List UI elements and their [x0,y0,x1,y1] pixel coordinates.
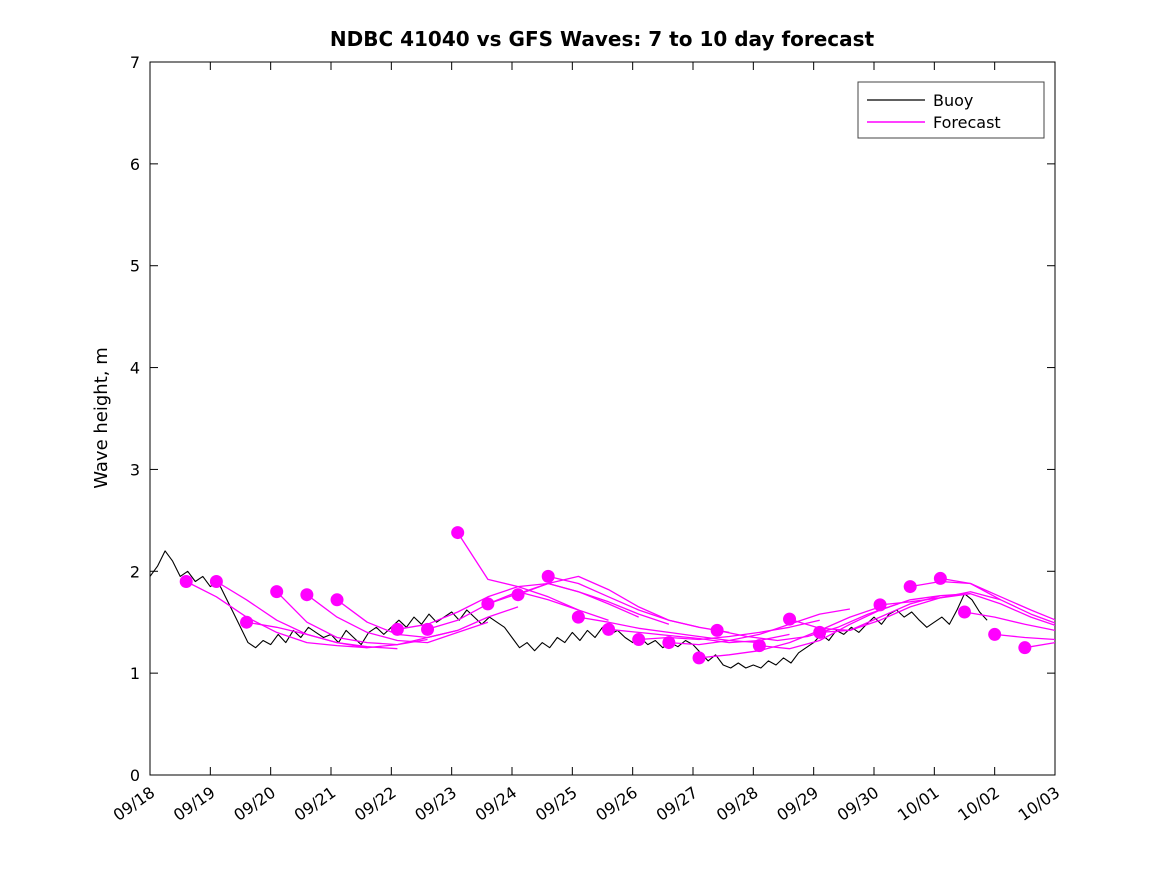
x-tick-label: 09/26 [592,783,641,825]
x-tick-label: 09/27 [653,783,702,825]
forecast-run-line [668,608,851,646]
x-tick-label: 09/30 [834,783,883,825]
forecast-start-marker [270,585,284,599]
forecast-start-marker [988,627,1002,641]
forecast-start-marker [903,580,917,594]
forecast-start-marker [240,615,254,629]
forecast-run-line [940,577,1056,624]
forecast-start-marker [541,569,555,583]
x-tick-label: 09/22 [351,783,400,825]
forecast-run-line [994,633,1056,641]
chart-title: NDBC 41040 vs GFS Waves: 7 to 10 day for… [330,27,875,51]
forecast-start-marker [958,605,971,619]
forecast-start-marker [209,574,223,588]
y-axis-label: Wave height, m [91,347,112,488]
y-tick-label: 6 [130,155,140,174]
axis-box [149,61,1056,776]
forecast-start-marker [179,574,193,588]
forecast-start-marker [873,598,887,612]
forecast-start-marker [421,622,435,636]
forecast-run-line [306,594,489,644]
y-tick-label: 0 [130,766,140,785]
forecast-run-line [185,580,368,649]
x-tick-label: 09/18 [110,783,159,825]
forecast-start-marker [692,651,706,665]
y-tick-label: 1 [130,664,140,683]
forecast-run-line [716,603,899,642]
forecast-run-line [964,611,1056,632]
forecast-start-marker [451,526,465,540]
x-tick-label: 09/29 [773,783,822,825]
x-tick-label: 10/02 [954,783,1003,825]
forecast-run-line [879,593,1056,626]
forecast-start-marker [1018,641,1032,655]
y-tick-label: 2 [130,562,140,581]
y-tick-label: 3 [130,460,140,479]
x-tick-label: 09/28 [713,783,762,825]
forecast-start-marker [813,625,827,639]
y-tick-label: 5 [130,257,140,276]
x-tick-label: 09/21 [291,783,340,825]
buoy-series-line [149,550,988,669]
legend-box [857,81,1045,139]
x-tick-label: 09/23 [411,783,460,825]
forecast-start-marker [571,610,585,624]
forecast-start-marker [933,571,947,585]
forecast-start-marker [602,622,616,636]
forecast-start-marker [481,597,495,611]
legend-forecast-label: Forecast [933,113,1001,132]
forecast-start-marker [710,623,724,637]
legend-buoy-label: Buoy [933,91,973,110]
forecast-start-marker [390,622,404,636]
x-tick-label: 09/25 [532,783,581,825]
forecast-run-line [336,599,519,639]
forecast-start-marker [511,588,525,602]
legend: Buoy Forecast [857,81,1045,139]
x-tick-label: 10/01 [894,783,943,825]
forecast-start-marker [752,639,766,653]
forecast-start-marker [330,593,344,607]
forecast-run-line [819,591,1001,634]
forecast-start-marker [632,633,646,647]
x-tick-label: 10/03 [1015,783,1064,825]
forecast-run-line [548,575,730,634]
forecast-run-line [759,595,941,650]
y-tick-label: 7 [130,53,140,72]
y-tick-label: 4 [130,359,140,378]
plot-area: 09/18 09/19 09/20 09/21 09/22 09/23 09/24 09/25… [110,53,1064,825]
forecast-start-marker [662,636,676,650]
forecast-start-marker [783,612,797,626]
forecast-run-line [698,606,881,659]
x-tick-label: 09/24 [472,783,521,825]
x-tick-label: 09/19 [170,783,219,825]
x-tick-label: 09/20 [230,783,279,825]
forecast-start-marker [300,588,314,602]
